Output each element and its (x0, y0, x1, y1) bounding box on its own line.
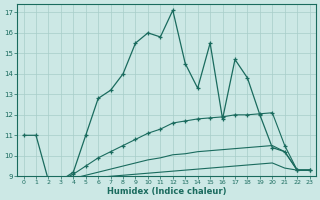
X-axis label: Humidex (Indice chaleur): Humidex (Indice chaleur) (107, 187, 226, 196)
